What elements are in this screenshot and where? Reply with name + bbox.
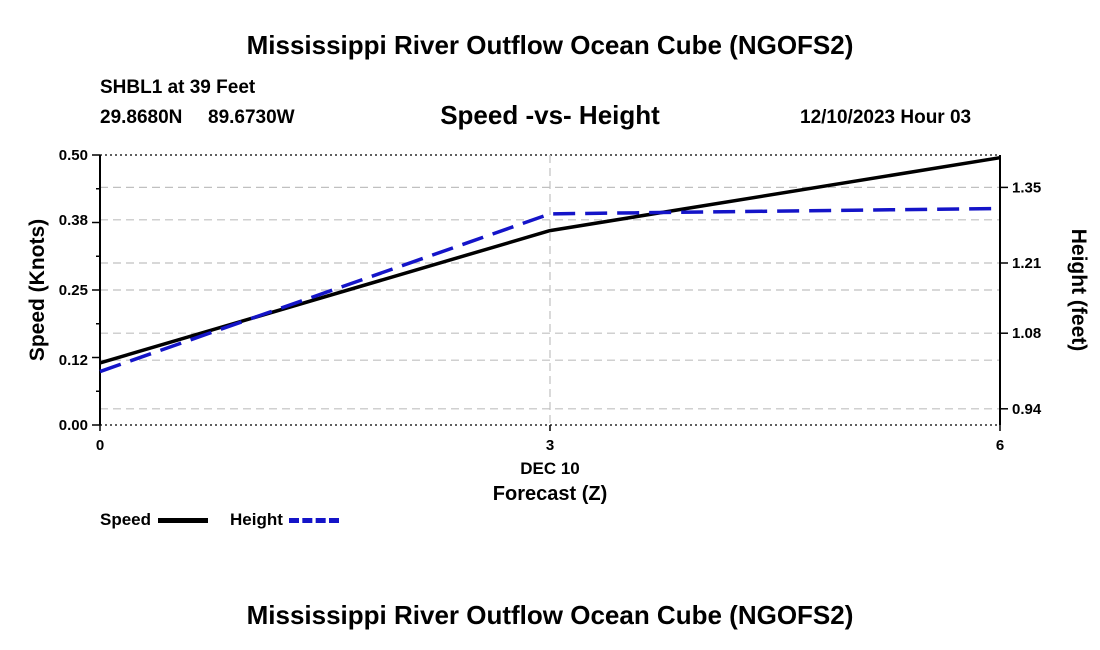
latitude-label: 29.8680N (100, 107, 183, 128)
datetime-label: 12/10/2023 Hour 03 (800, 107, 972, 128)
x-sublabel: DEC 10 (520, 459, 580, 478)
legend-height: Height (230, 510, 339, 530)
y-tick-label: 0.12 (59, 352, 88, 369)
y2-tick-label: 0.94 (1012, 401, 1042, 418)
chart-title: Speed -vs- Height (440, 100, 660, 130)
y-tick-label: 0.25 (59, 282, 88, 299)
series-line-speed (99, 155, 1001, 365)
footer-title: Mississippi River Outflow Ocean Cube (NG… (246, 600, 854, 630)
x-axis-label: Forecast (Z) (493, 483, 607, 505)
y2-tick-label: 1.35 (1012, 179, 1041, 196)
series-line-height (99, 206, 1001, 374)
y-tick-label: 0.00 (59, 417, 88, 434)
legend-height-swatch (288, 518, 339, 524)
legend-speed-label: Speed (100, 510, 152, 529)
y-tick-label: 0.38 (59, 212, 88, 229)
legend-speed-swatch (157, 518, 208, 524)
x-tick-label: 0 (96, 437, 104, 454)
legend-speed: Speed (100, 510, 208, 530)
y2-axis-label: Height (feet) (1067, 229, 1090, 352)
y-tick-label: 0.50 (59, 147, 88, 164)
page-title: Mississippi River Outflow Ocean Cube (NG… (246, 30, 854, 60)
y2-tick-label: 1.08 (1012, 325, 1041, 342)
x-tick-label: 3 (546, 437, 554, 454)
x-tick-label: 6 (996, 437, 1004, 454)
station-label: SHBL1 at 39 Feet (100, 77, 256, 98)
legend-height-label: Height (230, 510, 283, 529)
longitude-label: 89.6730W (208, 107, 295, 128)
y-axis-label: Speed (Knots) (26, 219, 49, 361)
y2-tick-label: 1.21 (1012, 255, 1041, 272)
